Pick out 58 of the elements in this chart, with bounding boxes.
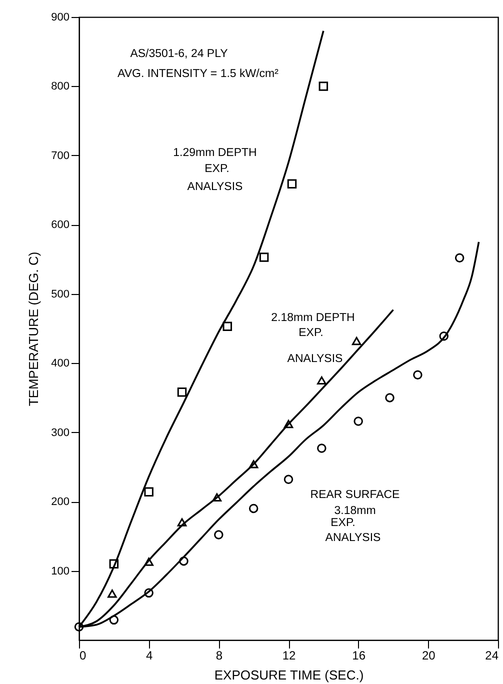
point [222,322,232,332]
point [212,493,222,502]
y-tick-label: 100 [51,565,70,578]
point [177,518,187,526]
point [354,416,363,426]
point [413,370,422,380]
annotation: EXP. [330,517,356,529]
annotation: 2.18mm DEPTH [271,312,355,324]
annotation: AVG. INTENSITY = 1.5 kW/cm² [118,68,279,80]
point [317,376,326,385]
point [284,474,294,484]
y-tick-label: 900 [51,12,70,24]
x-tick-label: 20 [422,648,436,662]
point [454,253,464,263]
annotation: ANALYSIS [287,353,344,365]
annotation: EXP. [298,327,324,339]
point [439,332,448,341]
annotation: 3.18mm [334,505,376,517]
y-tick-label: 600 [51,219,70,232]
y-tick-label: 700 [51,150,70,162]
annotation: ANALYSIS [187,181,244,193]
annotation: AS/3501-6, 24 PLY [130,48,228,60]
x-tick-label: 16 [352,648,366,662]
y-tick-label: 200 [51,496,70,508]
x-tick-label: 4 [146,648,153,662]
point [214,530,224,540]
x-tick-label: 8 [216,648,223,662]
point [177,388,187,397]
x-tick-label: 24 [485,648,499,662]
point [318,82,328,91]
x-axis-title: EXPOSURE TIME (SEC.) [214,668,364,682]
point [284,420,294,428]
point [109,559,119,568]
y-tick-label: 400 [51,358,70,370]
annotation: REAR SURFACE [310,489,400,501]
y-tick-label: 300 [51,426,70,439]
point [179,556,188,566]
point [74,622,84,632]
annotation: 1.29mm DEPTH [173,147,257,159]
point [287,179,297,188]
y-axis-title: TEMPERATURE (DEG. C) [26,252,42,406]
point [248,460,258,468]
point [352,336,362,346]
point [317,444,326,453]
annotation: EXP. [204,163,230,175]
point [385,393,394,402]
annotation: ANALYSIS [325,532,382,544]
point [248,504,258,514]
point [109,615,119,625]
point [144,487,154,496]
y-tick-label: 500 [51,288,70,300]
point [144,558,154,566]
x-tick-label: 12 [282,648,296,662]
y-tick-label: 800 [51,80,70,93]
point [144,588,154,598]
x-tick-label: 0 [80,648,86,662]
point [108,590,117,598]
point [259,252,269,262]
